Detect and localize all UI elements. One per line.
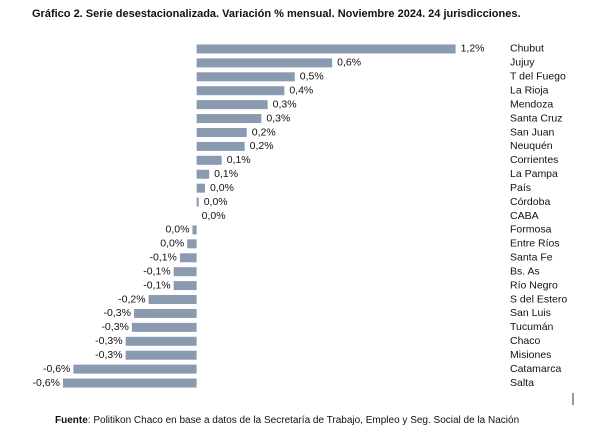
category-label: Neuquén <box>510 140 553 152</box>
category-label: Misiones <box>510 349 551 361</box>
bar <box>133 308 197 318</box>
value-label: 0,5% <box>300 71 324 83</box>
bar <box>173 267 197 277</box>
category-label: La Rioja <box>510 85 549 97</box>
value-label: -0,3% <box>104 307 131 319</box>
value-label: -0,3% <box>95 335 122 347</box>
category-label: Chubut <box>510 43 544 55</box>
value-label: 0,2% <box>250 140 274 152</box>
category-label: Salta <box>510 377 534 389</box>
category-label: Santa Fe <box>510 252 553 264</box>
bar <box>196 141 245 151</box>
category-label: T del Fuego <box>510 71 566 83</box>
value-label: 0,0% <box>202 210 226 222</box>
bar <box>173 281 197 291</box>
value-label: -0,1% <box>149 252 176 264</box>
category-label: Mendoza <box>510 98 553 110</box>
value-label: 0,6% <box>337 57 361 69</box>
value-label: -0,3% <box>95 349 122 361</box>
category-label: Formosa <box>510 224 552 236</box>
bar <box>196 114 262 124</box>
bar <box>125 350 197 360</box>
value-label: 0,4% <box>289 85 313 97</box>
value-label: -0,1% <box>143 279 170 291</box>
bar <box>131 322 197 332</box>
category-label: S del Estero <box>510 293 567 305</box>
bar <box>196 155 222 165</box>
category-label: Bs. As <box>510 265 540 277</box>
value-label: 0,0% <box>160 238 184 250</box>
source-text: : Politikon Chaco en base a datos de la … <box>88 415 519 426</box>
category-label: País <box>510 182 531 194</box>
value-label: 1,2% <box>461 43 485 55</box>
category-label: Jujuy <box>510 57 535 69</box>
value-label: 0,0% <box>166 224 190 236</box>
bar <box>196 169 210 179</box>
value-label: -0,1% <box>143 265 170 277</box>
value-label: -0,2% <box>118 293 145 305</box>
value-label: 0,1% <box>227 154 251 166</box>
bar <box>179 253 197 263</box>
category-label: Río Negro <box>510 279 558 291</box>
value-label: 0,2% <box>252 126 276 138</box>
value-label: -0,6% <box>43 363 70 375</box>
bar <box>196 183 205 193</box>
bar <box>196 86 285 96</box>
value-label: 0,3% <box>273 98 297 110</box>
category-label: Tucumán <box>510 321 554 333</box>
category-label: CABA <box>510 210 539 222</box>
category-label: Corrientes <box>510 154 558 166</box>
bar <box>73 364 197 374</box>
chart-title: Gráfico 2. Serie desestacionalizada. Var… <box>32 8 521 20</box>
category-label: Santa Cruz <box>510 112 563 124</box>
bar <box>196 100 268 110</box>
bar <box>196 72 295 82</box>
category-label: Chaco <box>510 335 541 347</box>
value-label: 0,0% <box>204 196 228 208</box>
value-label: -0,6% <box>33 377 60 389</box>
bar <box>148 295 197 305</box>
category-label: Entre Ríos <box>510 238 560 250</box>
category-label: Catamarca <box>510 363 562 375</box>
value-label: 0,0% <box>210 182 234 194</box>
bar <box>196 197 199 207</box>
category-label: San Luis <box>510 307 551 319</box>
value-label: 0,3% <box>266 112 290 124</box>
bar <box>187 239 197 249</box>
category-label: Córdoba <box>510 196 550 208</box>
bar <box>196 44 456 54</box>
category-label: San Juan <box>510 126 555 138</box>
source-label: Fuente <box>55 415 88 426</box>
value-label: 0,1% <box>214 168 238 180</box>
bar <box>196 127 247 137</box>
source: Fuente: Politikon Chaco en base a datos … <box>55 415 519 426</box>
bar <box>196 58 333 68</box>
bar <box>62 378 197 388</box>
bar <box>125 336 197 346</box>
bar <box>192 225 197 235</box>
value-label: -0,3% <box>101 321 128 333</box>
category-label: La Pampa <box>510 168 558 180</box>
